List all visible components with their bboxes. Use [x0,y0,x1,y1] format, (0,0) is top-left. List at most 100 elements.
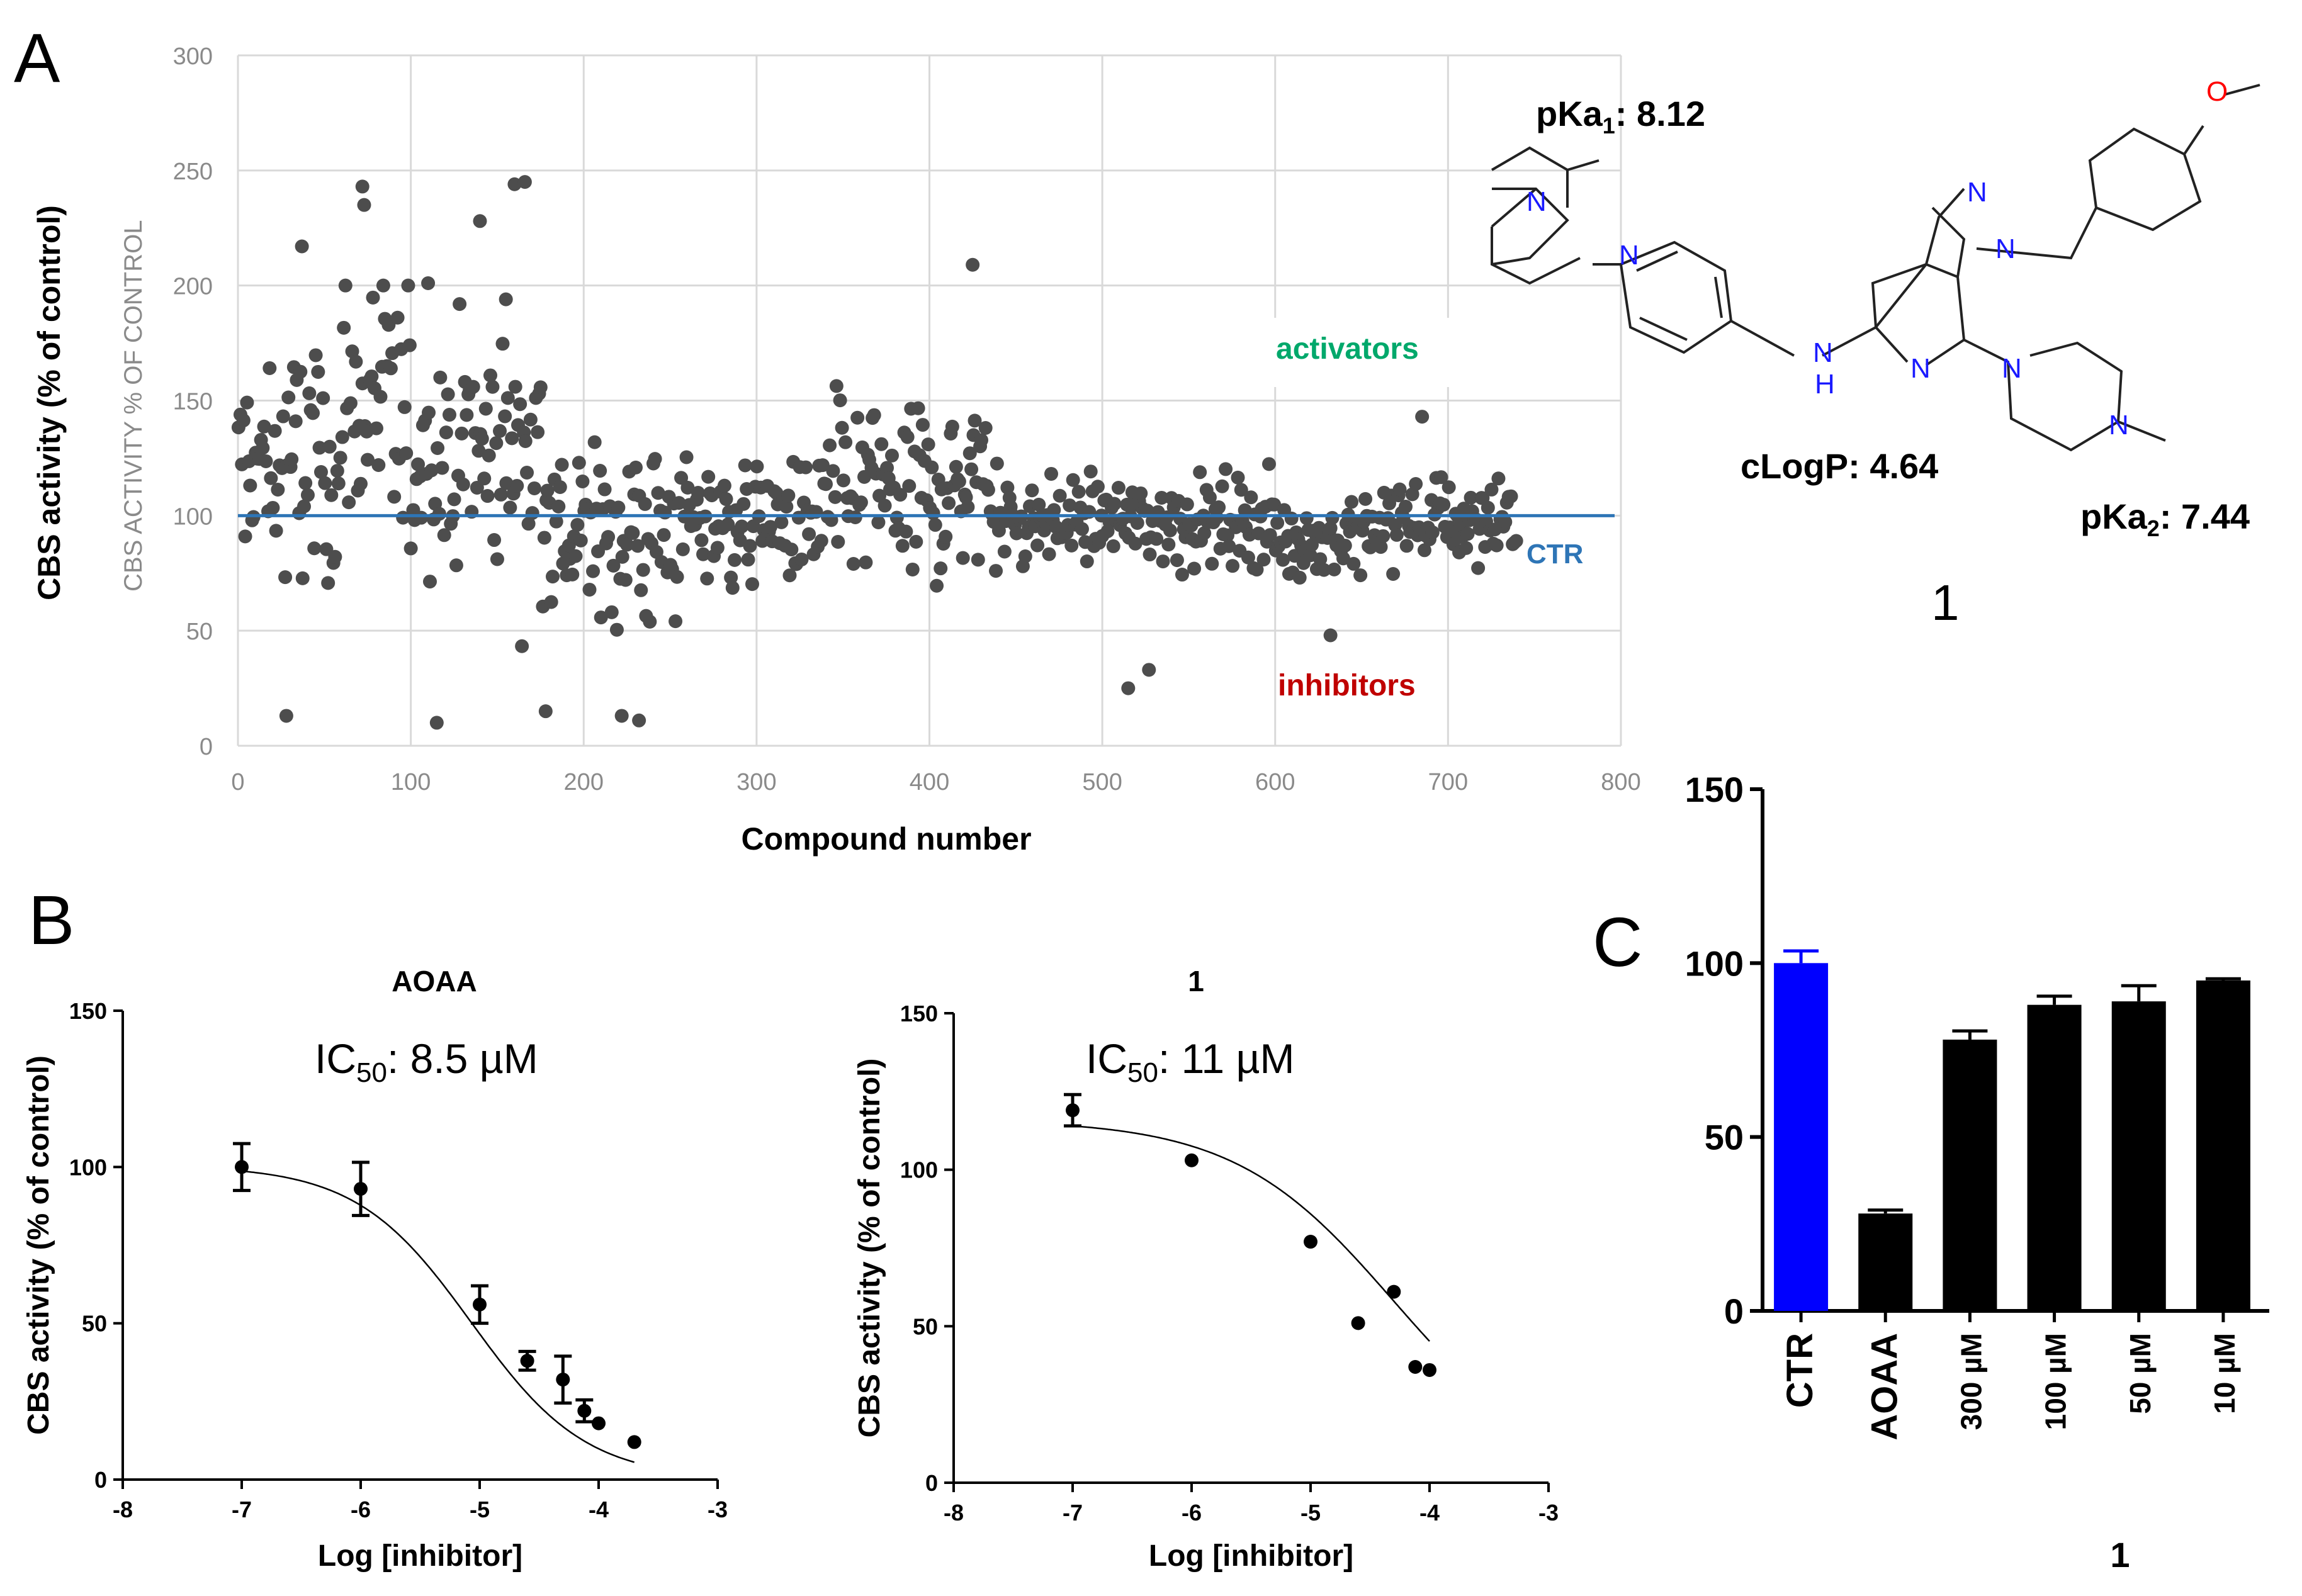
y-axis-label: CBS activity (% of control) [22,1055,55,1435]
scatter-point [1134,486,1148,500]
scatter-point [1032,497,1046,512]
y-tick-label: 50 [186,619,213,645]
scatter-point [545,570,560,584]
scatter-point [454,426,469,441]
scatter-point [517,175,532,189]
scatter-point [981,483,995,497]
scatter-point [614,709,629,723]
scatter-point [1222,539,1236,553]
phenyl-links [1593,263,1795,357]
bar [1943,1039,1997,1311]
scatter-point [750,459,764,474]
scatter-point [675,542,690,556]
scatter-point [1481,500,1495,515]
scatter-point [867,408,881,422]
compound-number: 1 [1931,575,1960,631]
scatter-point [300,488,315,502]
scatter-point [442,408,456,422]
scatter-point [238,529,252,544]
scatter-point [915,418,930,432]
scatter-point [330,464,344,478]
scatter-point [308,348,323,362]
scatter-point [531,425,545,439]
data-point [1185,1153,1199,1167]
scatter-point [1284,511,1299,525]
scatter-point [1442,480,1456,495]
y-tick-label: 0 [925,1470,938,1496]
inhibitors-label: inhibitors [1278,669,1416,702]
scatter-point [1180,497,1194,512]
panel-a: A 0 50 100 150 200 250 300 0 100 200 300 400 500 600… [14,20,1641,857]
x-tick-label: 500 [1082,769,1122,795]
ic50-sub: 50 [1127,1057,1158,1088]
scatter-point [859,555,873,570]
scatter-point [818,477,833,492]
scatter-point [399,446,414,461]
ic50-annotation: IC50: 8.5 µM [315,1035,538,1088]
y-tick-label: 100 [1685,943,1744,983]
scatter-point [269,524,283,538]
scatter-point [373,390,388,404]
scatter-point [1128,536,1143,551]
scatter-point [441,387,455,402]
scatter-point [1121,681,1136,695]
scatter-point [925,460,939,475]
scatter-point [551,499,566,514]
scatter-point [1504,489,1518,503]
x-tick-label: 800 [1601,769,1640,795]
scatter-point [964,462,979,476]
scatter-point [990,456,1004,471]
scatter-point [281,390,296,405]
scatter-point [1215,479,1229,493]
scatter-point [877,498,892,513]
category-label: CTR [1780,1333,1820,1408]
scatter-point [490,552,504,566]
scatter-point [483,368,497,383]
scatter-point [494,487,508,502]
scatter-point [429,716,444,730]
compound-1-structure [1491,84,2260,452]
y-tick-label: 100 [173,503,213,530]
scatter-point [1064,538,1079,553]
ic50-prefix: IC [315,1035,356,1082]
scatter-point [503,500,517,515]
scatter-point [331,476,346,491]
ic50-value: : 11 µM [1158,1035,1295,1082]
scatter-point [921,437,935,452]
scatter-point [376,278,390,293]
scatter-point [620,537,635,552]
scatter-point [1323,521,1338,536]
scatter-point [1063,498,1077,512]
scatter-point [466,379,480,394]
scatter-point [1484,482,1499,497]
scatter-point [335,430,349,444]
scatter-point [902,479,917,493]
scatter-point [1241,550,1255,565]
scatter-point [369,421,383,436]
scatter-point [725,581,740,595]
bar [1774,963,1829,1311]
scatter-point [1047,503,1061,517]
scatter-point [422,405,436,420]
bicyclic-core-bonds [1822,188,1966,366]
scatter-point [518,434,533,448]
scatter-point [431,441,445,456]
scatter-point [782,568,797,583]
scatter-point [700,571,714,586]
scatter-point [874,437,889,451]
left-piperazine-bonds [1491,146,1600,285]
scatter-point [279,709,293,723]
scatter-y-label: CBS activity (% of control) [31,205,67,600]
scatter-point [423,575,437,589]
scatter-point [634,583,648,597]
scatter-point [257,419,271,434]
category-label: 50 µM [2124,1333,2157,1414]
scatter-point [956,551,970,565]
scatter-point [533,380,548,395]
scatter-point [643,614,657,629]
scatter-point [565,567,580,582]
scatter-point [1231,470,1245,485]
scatter-point [435,461,449,475]
